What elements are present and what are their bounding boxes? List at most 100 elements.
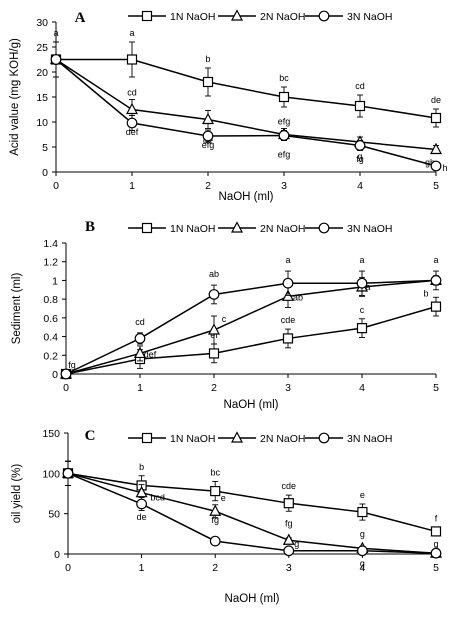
y-tick-label: 20: [36, 67, 48, 79]
y-tick-label: 25: [36, 42, 48, 54]
significance-label: b: [139, 462, 144, 472]
significance-label: efg: [278, 150, 291, 160]
series-line: [67, 472, 437, 554]
significance-label: a: [129, 28, 134, 38]
legend-label: 3N NaOH: [347, 433, 393, 445]
significance-label: e: [360, 490, 365, 500]
x-tick-label: 2: [212, 562, 218, 574]
data-point: [356, 323, 368, 334]
significance-label: ab: [293, 292, 303, 302]
y-tick-label: 30: [36, 17, 48, 29]
series-triangle: [62, 460, 442, 558]
significance-label: a: [365, 282, 370, 292]
data-point: [126, 117, 138, 129]
significance-label: fg: [211, 515, 219, 525]
data-point: [136, 498, 148, 510]
series-triangle: [50, 41, 442, 155]
y-tick-label: 0: [54, 549, 60, 561]
x-tick-label: 3: [285, 382, 291, 394]
x-tick-label: 3: [286, 562, 292, 574]
y-tick-label: 0.4: [43, 332, 58, 344]
significance-label: cde: [282, 481, 297, 491]
significance-label: gh: [425, 158, 435, 168]
x-tick-label: 1: [137, 382, 143, 394]
x-tick-label: 0: [53, 180, 59, 192]
series-circle: [62, 460, 442, 559]
data-point: [202, 76, 214, 88]
data-point: [430, 547, 442, 559]
data-point: [356, 277, 368, 289]
data-point: [202, 112, 214, 125]
significance-label: fg: [285, 518, 293, 528]
legend-label: 2N NaOH: [260, 433, 306, 445]
data-point: [208, 289, 220, 300]
legend-marker-triangle: [231, 221, 243, 233]
legend-marker-circle: [318, 10, 330, 22]
x-tick-label: 1: [129, 180, 135, 192]
significance-label: a: [285, 255, 290, 265]
y-tick-label: 1: [52, 275, 58, 287]
panel-letter: A: [75, 10, 86, 26]
data-point: [60, 368, 72, 380]
x-tick-label: 5: [433, 562, 439, 574]
series-line: [67, 472, 437, 533]
y-tick-label: 100: [42, 468, 60, 480]
data-point: [430, 526, 442, 537]
significance-label: b: [423, 289, 428, 299]
data-point: [126, 54, 138, 65]
series-line: [55, 58, 437, 151]
y-tick-label: 5: [42, 142, 48, 154]
data-point: [430, 301, 442, 312]
data-point: [210, 485, 221, 497]
significance-label: cde: [281, 315, 296, 325]
significance-label: de: [137, 512, 147, 522]
series-square: [60, 296, 442, 380]
y-tick-label: 10: [36, 117, 48, 129]
data-point: [283, 545, 295, 557]
series-line: [56, 58, 437, 119]
y-axis-title: oil yield (%): [11, 464, 23, 524]
x-tick-label: 3: [281, 180, 287, 192]
significance-label: cd: [127, 88, 137, 98]
significance-label: g: [357, 152, 362, 162]
significance-label: ab: [209, 269, 219, 279]
y-tick-label: 50: [48, 509, 60, 521]
legend-marker-square: [141, 10, 153, 22]
significance-label: a: [53, 28, 58, 38]
x-tick-label: 1: [139, 562, 145, 574]
data-point: [354, 100, 366, 112]
y-axis-title: Acid value (mg KOH/g): [9, 38, 21, 156]
x-tick-label: 0: [63, 382, 69, 394]
legend-label: 3N NaOH: [347, 11, 393, 23]
legend-label: 2N NaOH: [260, 11, 306, 23]
y-axis-title: Sediment (ml): [11, 273, 23, 345]
legend-label: 1N NaOH: [170, 433, 216, 445]
legend-label: 1N NaOH: [170, 11, 216, 23]
y-tick-label: 150: [42, 428, 60, 440]
significance-label: f: [435, 513, 438, 523]
y-tick-label: 0: [42, 167, 48, 179]
x-tick-label: 5: [433, 382, 439, 394]
data-point: [357, 545, 368, 557]
data-point: [208, 348, 220, 359]
x-axis-title: NaOH (ml): [224, 399, 279, 411]
series-line: [65, 279, 437, 375]
significance-label: a: [359, 255, 364, 265]
x-tick-label: 4: [357, 180, 363, 192]
significance-label: b: [205, 54, 210, 64]
data-point: [430, 142, 442, 155]
y-tick-label: 15: [36, 92, 48, 104]
legend-marker-square: [141, 222, 153, 234]
y-tick-label: 1.2: [43, 257, 58, 269]
x-tick-label: 4: [359, 562, 365, 574]
significance-label: g: [360, 558, 365, 568]
legend-label: 2N NaOH: [260, 223, 306, 235]
significance-label: cd: [355, 81, 365, 91]
series-circle: [60, 270, 442, 380]
series-square: [50, 41, 442, 128]
significance-label: h: [442, 163, 447, 173]
data-point: [208, 323, 220, 335]
significance-label: g: [360, 529, 365, 539]
